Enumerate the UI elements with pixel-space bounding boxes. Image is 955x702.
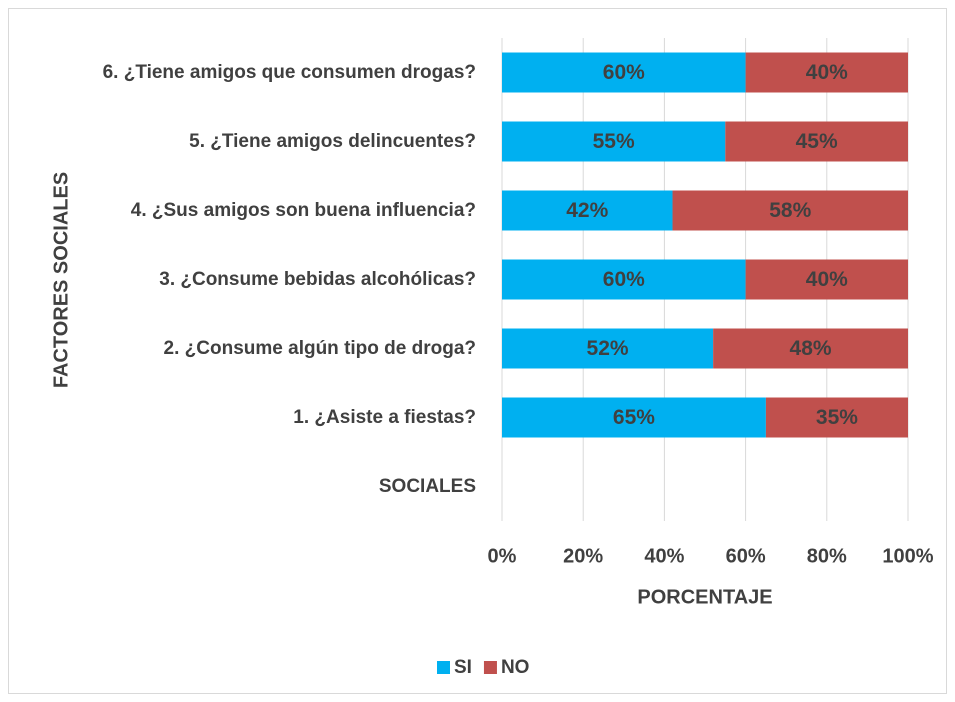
category-label: 6. ¿Tiene amigos que consumen drogas? bbox=[102, 61, 476, 83]
data-label: 42% bbox=[566, 199, 608, 222]
bar-segment bbox=[725, 121, 908, 162]
bar-segment bbox=[713, 328, 908, 369]
chart-frame bbox=[8, 8, 947, 694]
x-tick-label: 80% bbox=[807, 545, 847, 567]
x-tick-label: 0% bbox=[488, 545, 517, 567]
legend-label: NO bbox=[501, 657, 530, 678]
data-label: 40% bbox=[806, 61, 848, 84]
category-label: 2. ¿Consume algún tipo de droga? bbox=[163, 337, 476, 359]
bar-segment bbox=[502, 52, 746, 93]
data-label: 35% bbox=[816, 406, 858, 429]
bar-segment bbox=[502, 328, 714, 369]
category-label: 5. ¿Tiene amigos delincuentes? bbox=[189, 130, 476, 152]
data-label: 60% bbox=[603, 268, 645, 291]
bar-segment bbox=[502, 397, 766, 438]
x-tick-label: 20% bbox=[563, 545, 603, 567]
x-tick-label: 100% bbox=[882, 545, 933, 567]
legend-label: SI bbox=[454, 657, 472, 678]
bar-segment bbox=[672, 190, 908, 231]
category-label: 4. ¿Sus amigos son buena influencia? bbox=[130, 199, 476, 221]
y-axis-title: FACTORES SOCIALES bbox=[50, 172, 72, 388]
x-tick-label: 40% bbox=[644, 545, 684, 567]
category-label: SOCIALES bbox=[378, 475, 476, 497]
bar-segment bbox=[502, 121, 726, 162]
legend-swatch bbox=[483, 661, 497, 674]
data-label: 60% bbox=[603, 61, 645, 84]
data-label: 52% bbox=[587, 337, 629, 360]
data-label: 48% bbox=[790, 337, 832, 360]
bar-segment bbox=[502, 259, 746, 300]
data-label: 40% bbox=[806, 268, 848, 291]
bar-segment bbox=[745, 52, 908, 93]
data-label: 58% bbox=[769, 199, 811, 222]
legend-swatch bbox=[437, 661, 450, 674]
data-label: 55% bbox=[593, 130, 635, 153]
data-label: 45% bbox=[796, 130, 838, 153]
bar-segment bbox=[765, 397, 908, 438]
x-tick-label: 60% bbox=[726, 545, 766, 567]
category-label: 3. ¿Consume bebidas alcohólicas? bbox=[159, 268, 476, 290]
category-label: 1. ¿Asiste a fiestas? bbox=[293, 406, 476, 428]
x-axis-title: PORCENTAJE bbox=[637, 586, 772, 608]
data-label: 65% bbox=[613, 406, 655, 429]
bar-segment bbox=[502, 190, 673, 231]
bar-segment bbox=[745, 259, 908, 300]
